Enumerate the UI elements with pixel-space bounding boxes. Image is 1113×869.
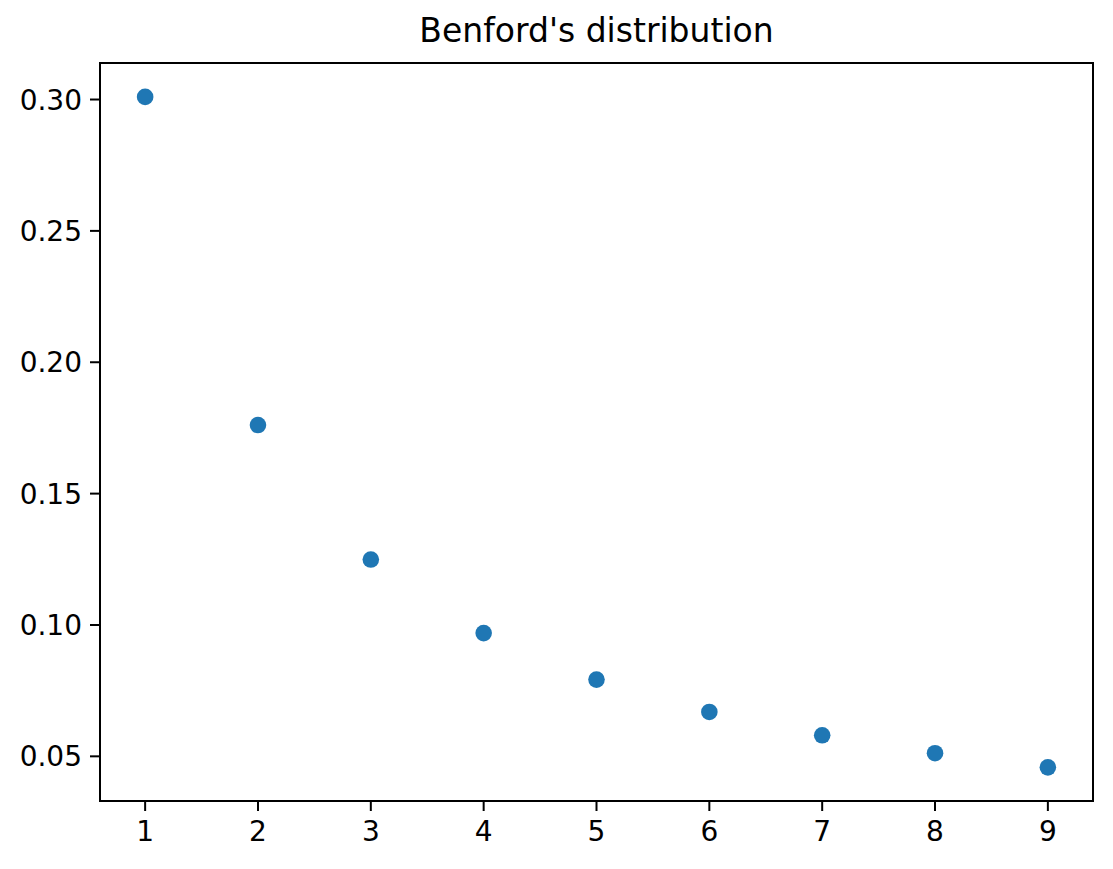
x-tick-label: 4: [475, 815, 493, 848]
x-tick-label: 3: [362, 815, 380, 848]
data-point: [588, 671, 605, 688]
chart-title: Benford's distribution: [100, 11, 1093, 50]
data-point: [250, 417, 267, 434]
plot-area: [100, 63, 1093, 801]
data-point: [1040, 759, 1057, 776]
x-tick-label: 7: [813, 815, 831, 848]
y-tick-label: 0.15: [20, 478, 82, 511]
data-point: [927, 745, 944, 762]
x-tick-label: 8: [926, 815, 944, 848]
x-tick-label: 6: [700, 815, 718, 848]
x-tick-label: 5: [588, 815, 606, 848]
y-tick-label: 0.05: [20, 740, 82, 773]
data-point: [814, 727, 831, 744]
scatter-plot: 1 2 3 4 5 6 7 8 9 0.05 0.10 0.15 0.20 0.25 0.30: [0, 0, 1113, 869]
data-point: [701, 704, 718, 721]
y-tick-label: 0.25: [20, 215, 82, 248]
x-tick-label: 9: [1039, 815, 1057, 848]
data-point: [363, 551, 380, 568]
figure: Benford's distribution 1 2 3 4 5 6 7 8 9 0.05 0.10…: [0, 0, 1113, 869]
data-point: [475, 625, 492, 642]
x-tick-label: 1: [136, 815, 154, 848]
y-tick-label: 0.10: [20, 609, 82, 642]
data-point: [137, 89, 154, 106]
x-tick-label: 2: [249, 815, 267, 848]
y-tick-label: 0.30: [20, 84, 82, 117]
y-tick-label: 0.20: [20, 346, 82, 379]
